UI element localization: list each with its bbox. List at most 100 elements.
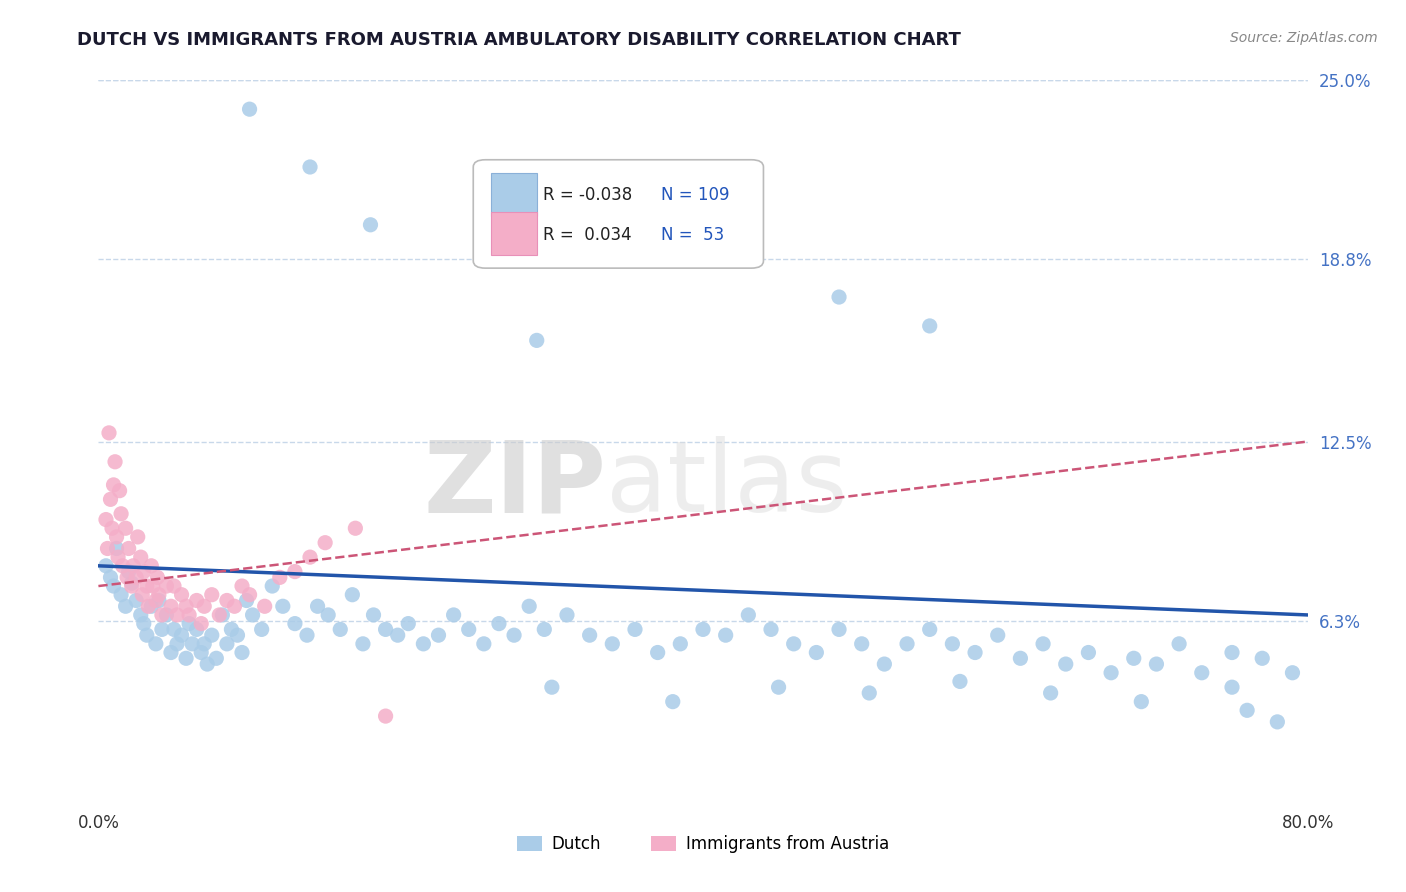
Immigrants from Austria — [344, 521, 367, 535]
Dutch — [714, 628, 737, 642]
Dutch — [166, 637, 188, 651]
Dutch — [1054, 657, 1077, 671]
Dutch — [363, 607, 385, 622]
Immigrants from Austria — [239, 588, 262, 602]
Immigrants from Austria — [110, 507, 132, 521]
Dutch — [132, 616, 155, 631]
Immigrants from Austria — [103, 478, 125, 492]
Dutch — [1191, 665, 1213, 680]
Dutch — [329, 623, 352, 637]
Text: atlas: atlas — [606, 436, 848, 533]
Immigrants from Austria — [125, 570, 148, 584]
Immigrants from Austria — [193, 599, 215, 614]
Dutch — [555, 607, 578, 622]
Dutch — [105, 541, 128, 556]
Dutch — [896, 637, 918, 651]
Immigrants from Austria — [132, 565, 155, 579]
Dutch — [1267, 714, 1289, 729]
Dutch — [828, 290, 851, 304]
Dutch — [965, 646, 987, 660]
FancyBboxPatch shape — [492, 173, 537, 216]
Dutch — [851, 637, 873, 651]
Dutch — [669, 637, 692, 651]
Immigrants from Austria — [299, 550, 322, 565]
Dutch — [374, 623, 396, 637]
Dutch — [517, 599, 540, 614]
Immigrants from Austria — [215, 593, 238, 607]
Immigrants from Austria — [174, 599, 197, 614]
Dutch — [316, 607, 339, 622]
Dutch — [488, 616, 510, 631]
Dutch — [661, 695, 683, 709]
Dutch — [692, 623, 714, 637]
Dutch — [271, 599, 294, 614]
Dutch — [141, 599, 163, 614]
Immigrants from Austria — [201, 588, 224, 602]
Dutch — [262, 579, 284, 593]
Immigrants from Austria — [160, 599, 183, 614]
Dutch — [307, 599, 329, 614]
Dutch — [396, 616, 419, 631]
Dutch — [215, 637, 238, 651]
Immigrants from Austria — [142, 579, 165, 593]
Dutch — [759, 623, 782, 637]
Dutch — [578, 628, 600, 642]
Dutch — [1144, 657, 1167, 671]
Dutch — [918, 623, 941, 637]
Dutch — [226, 628, 249, 642]
Immigrants from Austria — [155, 579, 177, 593]
Dutch — [118, 565, 141, 579]
Dutch — [828, 623, 851, 637]
Dutch — [221, 623, 243, 637]
Immigrants from Austria — [122, 558, 145, 573]
Dutch — [503, 628, 526, 642]
Immigrants from Austria — [127, 530, 149, 544]
Dutch — [1236, 703, 1258, 717]
Dutch — [284, 616, 307, 631]
Dutch — [121, 576, 143, 591]
Immigrants from Austria — [224, 599, 246, 614]
Dutch — [195, 657, 218, 671]
Dutch — [174, 651, 197, 665]
Dutch — [242, 607, 264, 622]
Immigrants from Austria — [166, 607, 188, 622]
Immigrants from Austria — [314, 535, 336, 549]
Dutch — [295, 628, 318, 642]
Immigrants from Austria — [131, 588, 153, 602]
Dutch — [412, 637, 434, 651]
Dutch — [231, 646, 253, 660]
Immigrants from Austria — [231, 579, 253, 593]
Dutch — [352, 637, 374, 651]
Dutch — [110, 588, 132, 602]
Dutch — [155, 607, 177, 622]
Dutch — [181, 637, 204, 651]
Dutch — [987, 628, 1010, 642]
Dutch — [193, 637, 215, 651]
Dutch — [443, 607, 465, 622]
Dutch — [190, 646, 212, 660]
Dutch — [1168, 637, 1191, 651]
Legend: Dutch, Immigrants from Austria: Dutch, Immigrants from Austria — [510, 828, 896, 860]
Dutch — [170, 628, 193, 642]
Dutch — [100, 570, 122, 584]
Dutch — [1122, 651, 1144, 665]
Text: R = -0.038: R = -0.038 — [543, 186, 633, 204]
Dutch — [148, 593, 170, 607]
Immigrants from Austria — [121, 579, 143, 593]
Immigrants from Austria — [269, 570, 291, 584]
Immigrants from Austria — [284, 565, 307, 579]
Immigrants from Austria — [253, 599, 276, 614]
Dutch — [179, 616, 201, 631]
Dutch — [941, 637, 963, 651]
Dutch — [125, 593, 148, 607]
Dutch — [918, 318, 941, 333]
Immigrants from Austria — [118, 541, 141, 556]
Immigrants from Austria — [170, 588, 193, 602]
Immigrants from Austria — [94, 512, 117, 526]
Dutch — [540, 680, 562, 694]
Dutch — [737, 607, 759, 622]
Immigrants from Austria — [374, 709, 396, 723]
Immigrants from Austria — [108, 483, 131, 498]
Immigrants from Austria — [145, 593, 167, 607]
Dutch — [145, 637, 167, 651]
